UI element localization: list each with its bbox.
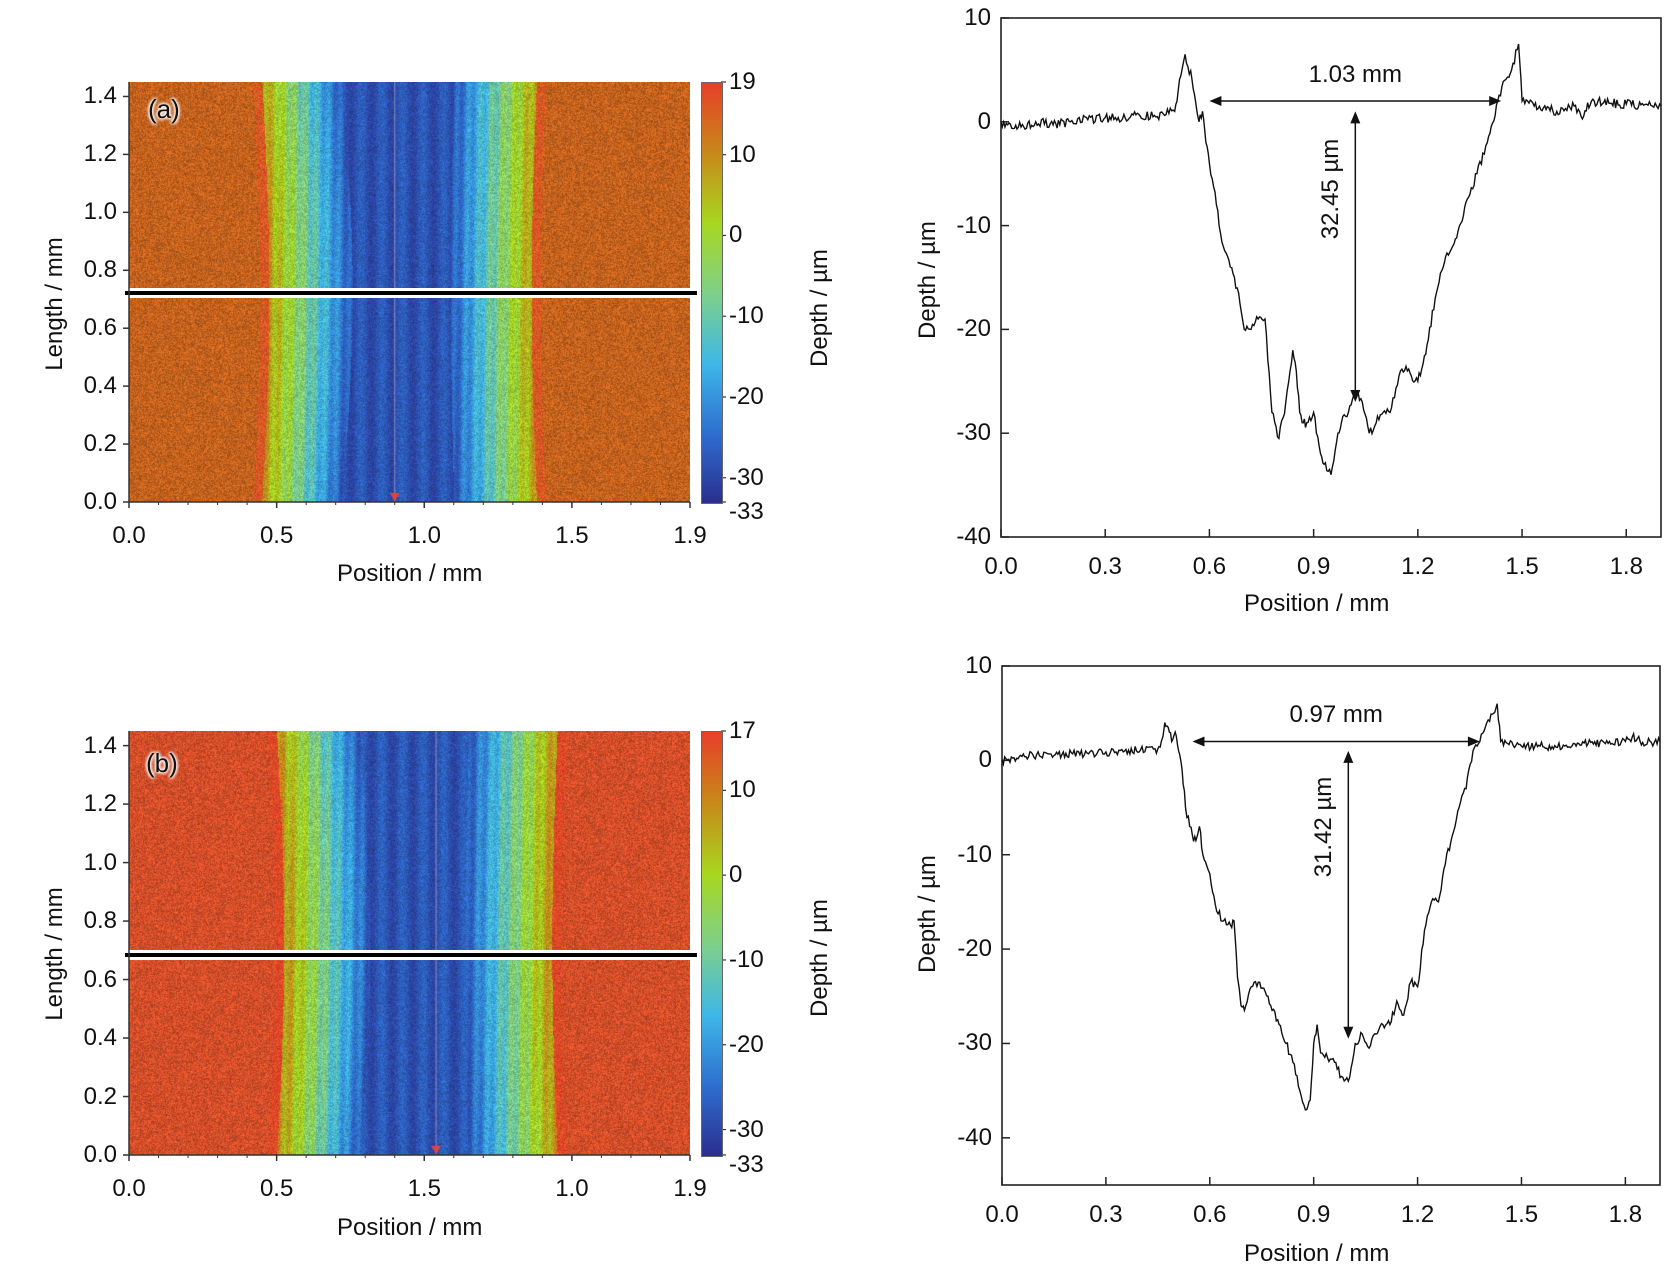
x-tick-label: 0.0 [112,1175,146,1202]
y-tick-label: 0.8 [83,907,117,935]
x-tick-label: 0.6 [1192,553,1227,580]
y-tick-label: 10 [964,4,991,31]
x-tick-label: 0.5 [259,522,294,549]
x-tick-label: 1.0 [555,1175,589,1202]
y-tick-label: 0.0 [83,1141,117,1168]
y-tick-label: 1.2 [83,140,117,168]
profile-line-profile-b [1001,703,1661,1111]
y-tick-label: 0 [978,746,992,774]
x-tick-label: 0.5 [259,1175,294,1202]
arrow-head-down [1343,1026,1354,1039]
colorbar-tick-label: -30 [729,463,764,491]
x-tick-label: 0.3 [1088,553,1122,580]
arrow-head-right [1467,736,1480,747]
colorbar-tick-label: -10 [729,945,764,973]
width-annotation: 1.03 mm [1308,61,1402,89]
y-tick-label: 0.2 [83,430,117,458]
panel-label-a: (a) [148,94,180,124]
arrow-head-up [1343,750,1354,763]
x-tick-label: 1.8 [1609,553,1643,580]
y-tick-label: 1.2 [83,790,117,818]
panel-label-b: (b) [146,748,178,778]
arrow-head-down [1350,390,1361,403]
colorbar-tick-label: 0 [729,861,743,889]
x-tick-label: 0.6 [1193,1201,1227,1228]
width-annotation: 0.97 mm [1289,701,1383,729]
arrow-head-left [1192,736,1205,747]
arrow-head-right [1489,96,1502,107]
x-tick-label: 1.9 [673,1175,707,1202]
y-tick-label: 1.0 [83,848,117,876]
x-axis-title-b-profile: Position / mm [1244,1240,1390,1267]
x-axis-title-b-map: Position / mm [337,1214,483,1241]
x-axis-title-a-profile: Position / mm [1244,590,1390,617]
x-tick-label: 1.5 [555,522,589,549]
y-tick-label: -10 [956,211,991,239]
depth-annotation: 31.42 µm [1310,776,1338,878]
colorbar-b [701,731,723,1157]
arrow-head-up [1350,111,1361,124]
x-tick-label: 0.0 [984,553,1018,580]
colorbar-tick-label: 10 [729,140,756,168]
x-tick-label: 1.2 [1400,1201,1435,1228]
x-tick-label: 0.0 [112,522,146,549]
arrow-head-left [1209,96,1222,107]
x-tick-label: 0.9 [1296,1201,1331,1228]
y-tick-label: 0.0 [83,488,117,515]
x-tick-label: 1.2 [1401,553,1435,580]
y-tick-label: 1.4 [83,731,117,759]
y-tick-label: 0.4 [83,372,117,400]
x-tick-label: 0.3 [1089,1201,1123,1228]
plot-frame [1000,17,1662,538]
y-tick-label: -30 [956,419,991,447]
x-tick-label: 1.5 [407,1175,441,1202]
profile-line-profile-a [1000,43,1662,475]
y-tick-label: 0.6 [83,965,117,993]
x-axis-title-a-map: Position / mm [337,560,483,587]
x-tick-label: 1.9 [673,522,707,549]
y-tick-label: 0.8 [83,256,117,284]
x-tick-label: 1.5 [1505,553,1539,580]
colorbar-tick-label: -33 [729,498,764,525]
x-tick-label: 0.0 [985,1201,1019,1228]
y-axis-title-b-profile: Depth / µm [914,855,941,973]
colorbar-tick-label: -20 [729,1030,764,1058]
colorbar-tick-label: 19 [729,68,756,95]
depth-annotation: 32.45 µm [1317,138,1345,240]
y-tick-label: -40 [957,1123,992,1151]
colorbar-tick-label: 10 [729,776,756,804]
y-tick-label: -20 [956,315,991,343]
y-tick-label: -10 [957,840,992,868]
y-tick-label: 10 [965,652,992,679]
y-tick-label: -30 [957,1029,992,1057]
y-axis-title-a-profile: Depth / µm [914,221,941,339]
y-tick-label: 0.2 [83,1082,117,1110]
y-tick-label: 1.4 [83,82,117,110]
y-tick-label: -20 [957,935,992,963]
x-tick-label: 1.5 [1504,1201,1539,1228]
colorbar-tick-label: 0 [729,221,743,249]
colorbar-a [701,82,723,504]
separator-line-b [125,953,697,957]
x-tick-label: 0.9 [1296,553,1331,580]
plot-frame [1001,665,1661,1186]
colorbar-tick-label: -33 [729,1151,764,1178]
heatmap-b-surface [129,731,690,1155]
colorbar-tick-label: 17 [729,717,756,744]
y-tick-label: 0.6 [83,314,117,342]
colorbar-tick-label: -20 [729,383,764,410]
x-tick-label: 1.8 [1608,1201,1643,1228]
y-tick-label: 0.4 [83,1024,117,1052]
y-tick-label: 0 [977,107,991,135]
colorbar-tick-label: -30 [729,1115,764,1143]
y-tick-label: 1.0 [83,198,117,226]
x-tick-label: 1.0 [407,522,441,549]
y-tick-label: -40 [956,523,991,550]
separator-line-a [125,291,697,295]
colorbar-tick-label: -10 [729,302,764,330]
